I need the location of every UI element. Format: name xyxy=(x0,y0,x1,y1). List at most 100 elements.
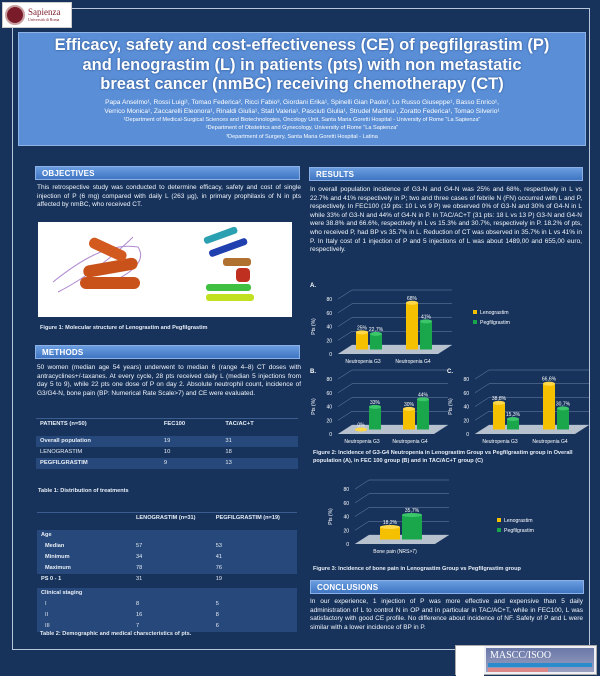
table-row: Minimum 34 41 xyxy=(37,551,297,563)
y-axis-label: Pts (%) xyxy=(448,398,454,415)
gridline xyxy=(337,317,452,327)
bar-top xyxy=(507,416,519,421)
table-header-row: PATIENTS (n=50) FEC100 TAC/AC+T xyxy=(36,418,298,430)
pegfilgrastim-structure xyxy=(203,226,254,301)
y-tick-label: 40 xyxy=(343,515,349,521)
gridline xyxy=(337,369,448,380)
gridline xyxy=(354,507,449,517)
conclusions-heading: CONCLUSIONS xyxy=(310,580,584,594)
y-tick-label: 60 xyxy=(326,391,332,397)
bar-lenograstim xyxy=(403,408,415,430)
y-axis-label: Pts (%) xyxy=(311,318,317,335)
y-tick-label: 0 xyxy=(329,432,332,438)
table-row: Overall population 19 31 xyxy=(36,435,298,447)
table-row: PEGFILGRASTIM 9 13 xyxy=(36,457,298,469)
legend-label: Pegfilgrastim xyxy=(480,320,510,326)
data-label: 22,7% xyxy=(369,327,384,333)
y-tick-label: 60 xyxy=(326,311,332,317)
poster-title: Efficacy, safety and cost-effectiveness … xyxy=(54,36,550,93)
x-category-label: Neutropenia G3 xyxy=(482,439,518,445)
figure1-caption: Figure 1: Molecular structure of Lenogra… xyxy=(40,325,208,331)
data-label: 38,8% xyxy=(492,396,507,402)
y-tick-label: 40 xyxy=(326,405,332,411)
y-tick-label: 0 xyxy=(466,432,469,438)
table-row: PS 0 - 1 31 19 xyxy=(41,576,222,582)
chart-floor xyxy=(475,425,589,434)
y-tick-label: 40 xyxy=(463,405,469,411)
university-seal-icon xyxy=(5,5,25,25)
gridline xyxy=(337,331,452,341)
chart-floor xyxy=(338,345,452,354)
bar-top xyxy=(557,406,569,411)
gridline xyxy=(337,303,452,313)
molecular-structure-figure xyxy=(38,222,292,317)
bar-top xyxy=(355,427,367,432)
legend-label: Lenograstim xyxy=(480,310,509,316)
objectives-text: This retrospective study was conducted t… xyxy=(37,184,301,209)
bar-pegfilgrastim xyxy=(557,408,569,430)
y-axis-label: Pts (%) xyxy=(311,398,317,415)
y-tick-label: 60 xyxy=(343,501,349,507)
data-label: 41% xyxy=(421,314,432,320)
x-category-label: Bone pain (NRS>7) xyxy=(373,549,417,555)
y-tick-label: 80 xyxy=(326,297,332,303)
panel-label: B. xyxy=(310,369,316,375)
bar-top xyxy=(403,406,415,411)
gridline xyxy=(337,383,448,393)
methods-text: 50 women (median age 54 years) underwent… xyxy=(37,364,301,397)
chart-b-fec100-neutropenia: B. Pts (%) 0 20 40 60 80 Neutropenia G3 0% 33% Neu… xyxy=(310,369,448,445)
y-tick-label: 80 xyxy=(463,377,469,383)
y-tick-label: 20 xyxy=(343,528,349,534)
bar-pegfilgrastim xyxy=(420,321,432,350)
chart-c-tac-neutropenia: C. Pts (%) 0 20 40 60 80 Neutropenia G3 38,8% 15,… xyxy=(447,369,589,445)
treatment-distribution-table: PATIENTS (n=50) FEC100 TAC/AC+T Overall po… xyxy=(36,418,298,469)
mascc-isoo-logo: MASCC/ISOO xyxy=(455,645,597,676)
gridline xyxy=(474,369,589,380)
conclusions-text: In our experience, 1 injection of P was … xyxy=(310,598,583,631)
figure2-caption: Figure 2: Incidence of G3-G4 Neutropenia… xyxy=(313,450,573,464)
bar-lenograstim xyxy=(543,383,555,430)
poster-frame xyxy=(12,8,590,650)
legend-label: Lenograstim xyxy=(504,518,533,524)
table-row: Age xyxy=(37,529,297,541)
x-category-label: Neutropenia G4 xyxy=(395,359,431,364)
table1-caption: Table 1: Distribution of treatments xyxy=(38,488,129,494)
logo-text: Sapienza Università di Roma xyxy=(28,7,61,23)
gridline xyxy=(354,479,449,490)
data-label: 30% xyxy=(404,402,415,408)
gridline xyxy=(354,521,449,531)
bar-lenograstim xyxy=(406,302,418,350)
gridline xyxy=(354,493,449,503)
bar-top xyxy=(356,330,368,335)
x-category-label: Neutropenia G4 xyxy=(392,439,428,445)
gridline xyxy=(337,411,448,421)
bar-pegfilgrastim xyxy=(417,399,429,430)
bar-pegfilgrastim xyxy=(370,333,382,350)
gridline xyxy=(474,397,589,407)
legend-label: Pegfilgrastim xyxy=(504,528,534,534)
legend-swatch xyxy=(473,320,477,324)
bar-pegfilgrastim xyxy=(402,514,422,540)
data-label: 30,7% xyxy=(556,401,571,407)
x-category-label: Neutropenia G4 xyxy=(532,439,568,445)
objectives-heading: OBJECTIVES xyxy=(35,166,300,180)
data-label: 35,7% xyxy=(405,508,420,514)
y-tick-label: 20 xyxy=(463,418,469,424)
gridline xyxy=(337,397,448,407)
data-label: 66,6% xyxy=(542,377,557,383)
bar-pegfilgrastim xyxy=(507,418,519,430)
figure3-caption: Figure 3: Incidence of bone pain in Leno… xyxy=(313,566,521,572)
bar-top xyxy=(417,397,429,402)
data-label: 68% xyxy=(407,296,418,302)
data-label: 44% xyxy=(418,392,429,398)
bar-pegfilgrastim xyxy=(369,406,381,430)
chart-a-overall-neutropenia: A. Pts (%) 0 20 40 60 80 Neutropenia G3 25% 22,7%… xyxy=(310,283,510,364)
gridline xyxy=(474,383,589,393)
y-tick-label: 20 xyxy=(326,418,332,424)
y-axis-label: Pts (%) xyxy=(328,508,334,525)
table-header-row: LENOGRASTIM (n=31) PEGFILGRASTIM (n=19) xyxy=(37,512,297,524)
bar-top xyxy=(406,300,418,305)
bar-top xyxy=(369,404,381,409)
legend-swatch xyxy=(473,310,477,314)
